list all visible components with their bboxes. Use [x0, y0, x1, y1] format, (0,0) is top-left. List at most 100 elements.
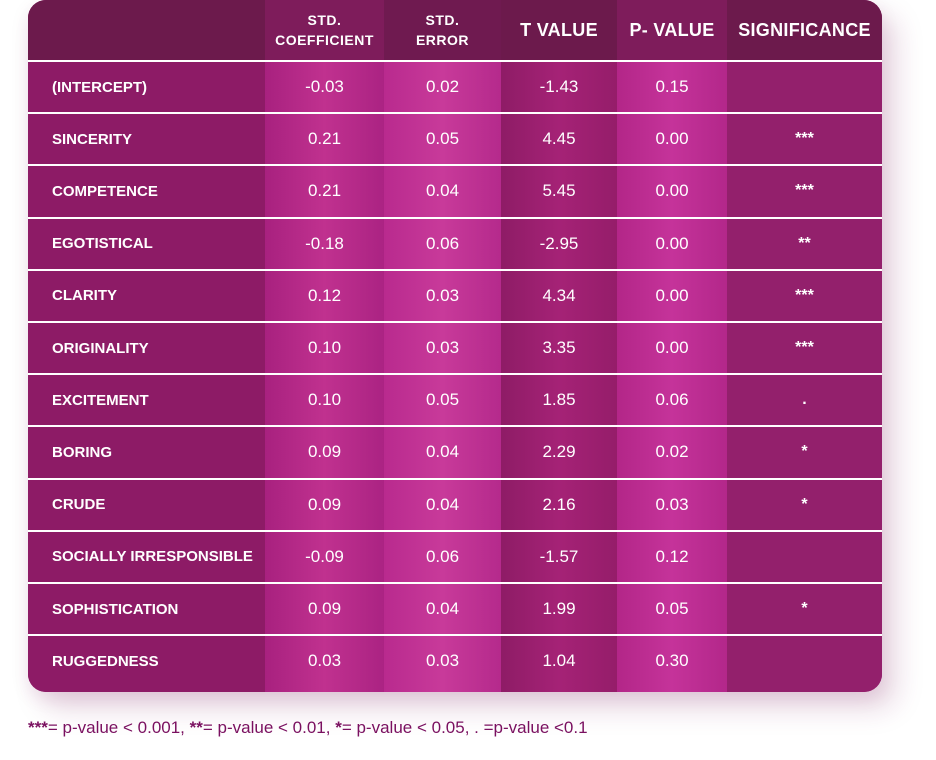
- p-value-cell: 0.15: [655, 77, 689, 97]
- table-row: EXCITEMENT 0.10 0.05 1.85 0.06.: [28, 375, 882, 426]
- regression-table: STD. COEFFICIENT STD. ERROR T VALUE P- V…: [28, 0, 882, 692]
- row-label: (INTERCEPT): [28, 62, 265, 113]
- t-value-cell: 4.45: [542, 129, 576, 149]
- header-p-value: P- VALUE: [617, 0, 727, 60]
- std-error-cell: 0.03: [425, 285, 460, 305]
- std-coefficient-cell: 0.09: [307, 599, 342, 619]
- t-value-cell: 4.34: [542, 285, 576, 305]
- header-label-cell: [28, 0, 265, 60]
- t-value-cell: 2.16: [542, 494, 576, 514]
- t-value-cell: 1.85: [542, 390, 576, 410]
- std-coefficient-cell: 0.10: [307, 390, 342, 410]
- row-label: RUGGEDNESS: [28, 636, 265, 687]
- significance-cell: ***: [727, 114, 882, 165]
- table-row: CRUDE 0.09 0.04 2.16 0.03 *: [28, 479, 882, 530]
- footnote-three-stars: ***: [28, 718, 48, 737]
- p-value-cell: 0.00: [655, 338, 689, 358]
- p-value-cell: 0.12: [655, 546, 689, 566]
- std-coefficient-cell: 0.21: [307, 129, 342, 149]
- row-separator: [28, 373, 882, 376]
- row-label: EGOTISTICAL: [28, 218, 265, 269]
- significance-cell: ***: [727, 166, 882, 217]
- header-std-coefficient: STD. COEFFICIENT: [265, 0, 384, 60]
- p-value-cell: 0.00: [655, 129, 689, 149]
- std-coefficient-cell: 0.21: [307, 181, 342, 201]
- t-value-cell: 5.45: [542, 181, 576, 201]
- std-coefficient-cell: 0.12: [307, 285, 342, 305]
- header-std-error-line1: STD.: [425, 12, 460, 28]
- row-label: SINCERITY: [28, 114, 265, 165]
- table-row: RUGGEDNESS 0.03 0.03 1.04 0.30: [28, 636, 882, 687]
- t-value-cell: 1.99: [542, 599, 576, 619]
- table-row: SOPHISTICATION 0.09 0.04 1.99 0.05 *: [28, 584, 882, 635]
- std-coefficient-cell: 0.03: [307, 651, 342, 671]
- row-separator: [28, 529, 882, 532]
- significance-cell: ***: [727, 270, 882, 321]
- row-label: ORIGINALITY: [28, 323, 265, 374]
- significance-cell: *: [727, 427, 882, 478]
- table-row: SINCERITY 0.21 0.05 4.45 0.00 ***: [28, 114, 882, 165]
- row-separator: [28, 216, 882, 219]
- std-coefficient-cell: 0.09: [307, 442, 342, 462]
- std-coefficient-cell: -0.03: [305, 77, 344, 97]
- header-std-error: STD. ERROR: [384, 0, 501, 60]
- row-separator: [28, 321, 882, 323]
- p-value-cell: 0.00: [655, 181, 689, 201]
- header-std-coefficient-line2: COEFFICIENT: [275, 32, 374, 48]
- error-column-bg: [384, 0, 501, 692]
- table-row: ORIGINALITY 0.10 0.03 3.35 0.00 ***: [28, 323, 882, 374]
- p-value-cell: 0.00: [655, 285, 689, 305]
- row-label: EXCITEMENT: [28, 375, 265, 426]
- footnote-text-1: = p-value < 0.001,: [47, 718, 190, 737]
- row-separator: [28, 634, 882, 637]
- t-value-cell: 3.35: [542, 338, 576, 358]
- row-label: BORING: [28, 427, 265, 478]
- std-coefficient-cell: 0.09: [307, 494, 342, 514]
- table-row: EGOTISTICAL -0.18 0.06 -2.95 0.00 **: [28, 218, 882, 269]
- std-error-cell: 0.04: [425, 181, 460, 201]
- significance-footnote: ***= p-value < 0.001, **= p-value < 0.01…: [28, 718, 588, 738]
- row-label: CLARITY: [28, 270, 265, 321]
- row-separator: [28, 60, 882, 62]
- footnote-text-2: = p-value < 0.01,: [202, 718, 336, 737]
- footnote-one-star: *: [335, 718, 342, 737]
- footnote-text-3: = p-value < 0.05, . =p-value <0.1: [341, 718, 588, 737]
- p-value-cell: 0.03: [655, 494, 689, 514]
- significance-cell: ***: [727, 323, 882, 374]
- std-coefficient-cell: -0.09: [305, 546, 344, 566]
- row-separator: [28, 268, 882, 271]
- header-t-value: T VALUE: [501, 0, 617, 60]
- p-value-cell: 0.30: [655, 651, 689, 671]
- p-value-cell: 0.00: [655, 233, 689, 253]
- std-error-cell: 0.02: [425, 77, 460, 97]
- std-error-cell: 0.04: [425, 494, 460, 514]
- table-row: CLARITY 0.12 0.03 4.34 0.00 ***: [28, 270, 882, 321]
- row-separator: [28, 425, 882, 428]
- row-label: COMPETENCE: [28, 166, 265, 217]
- std-coefficient-cell: -0.18: [305, 233, 344, 253]
- std-error-cell: 0.06: [425, 233, 460, 253]
- std-error-cell: 0.03: [425, 651, 460, 671]
- table-row: BORING 0.09 0.04 2.29 0.02 *: [28, 427, 882, 478]
- table-row: COMPETENCE 0.21 0.04 5.45 0.00 ***: [28, 166, 882, 217]
- t-column-bg: [501, 0, 617, 692]
- significance-cell: [727, 531, 882, 582]
- p-value-cell: 0.05: [655, 599, 689, 619]
- significance-cell: **: [727, 218, 882, 269]
- t-value-cell: -1.57: [539, 546, 579, 566]
- significance-cell: .: [727, 375, 882, 426]
- row-label: CRUDE: [28, 479, 265, 530]
- t-value-cell: -1.43: [539, 77, 579, 97]
- std-error-cell: 0.04: [425, 599, 460, 619]
- std-error-cell: 0.05: [425, 129, 460, 149]
- header-row: STD. COEFFICIENT STD. ERROR T VALUE P- V…: [28, 0, 882, 60]
- std-error-cell: 0.06: [425, 546, 460, 566]
- significance-cell: [727, 636, 882, 687]
- row-separator: [28, 112, 882, 115]
- std-coefficient-cell: 0.10: [307, 338, 342, 358]
- row-separator: [28, 164, 882, 167]
- header-std-error-line2: ERROR: [415, 32, 470, 48]
- footnote-two-stars: **: [189, 718, 203, 737]
- p-value-cell: 0.02: [655, 442, 689, 462]
- row-label: SOPHISTICATION: [28, 584, 265, 635]
